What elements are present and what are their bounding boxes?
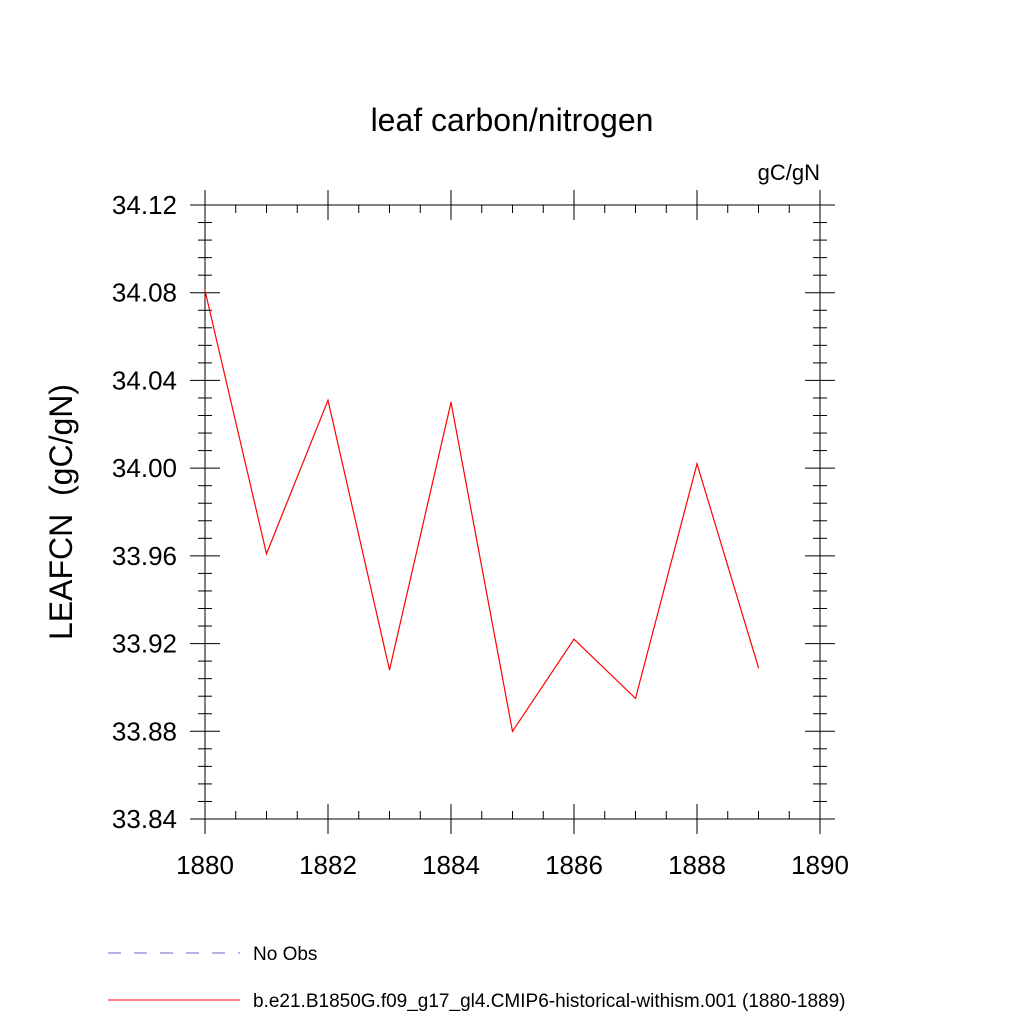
data-point	[696, 463, 698, 465]
data-point	[327, 399, 329, 401]
x-tick-label: 1880	[176, 850, 234, 880]
y-tick-label: 34.12	[112, 190, 177, 220]
y-tick-labels: 33.84 33.88 33.92 33.96 34.00 34.04 34.08 34.12	[112, 190, 177, 834]
x-tick-label: 1882	[299, 850, 357, 880]
y-tick-label: 33.92	[112, 629, 177, 659]
x-tick-label: 1890	[791, 850, 849, 880]
y-tick-label: 33.84	[112, 804, 177, 834]
legend-label-model: b.e21.B1850G.f09_g17_gl4.CMIP6-historica…	[253, 991, 846, 1012]
data-point	[573, 638, 575, 640]
data-point	[265, 553, 268, 555]
series-line	[204, 290, 760, 733]
data-point	[511, 730, 514, 732]
y-axis-label: LEAFCN (gC/gN)	[43, 384, 79, 640]
data-point	[204, 289, 206, 292]
axis-ticks	[190, 190, 835, 834]
data-point	[450, 401, 452, 403]
data-point	[757, 667, 760, 669]
plot-frame	[204, 204, 821, 820]
x-tick-label: 1886	[545, 850, 603, 880]
y-tick-label: 34.08	[112, 278, 177, 308]
series-layer	[204, 289, 760, 733]
y-tick-label: 34.00	[112, 453, 177, 483]
x-tick-label: 1884	[422, 850, 480, 880]
x-tick-labels: 1880 1882 1884 1886 1888 1890	[176, 850, 849, 880]
data-point	[634, 697, 637, 699]
legend-label-no-obs: No Obs	[253, 944, 317, 965]
y-tick-label: 34.04	[112, 365, 177, 395]
y-tick-label: 33.88	[112, 716, 177, 746]
data-point	[388, 669, 391, 671]
x-tick-label: 1888	[668, 850, 726, 880]
units-label: gC/gN	[758, 160, 820, 185]
y-tick-label: 33.96	[112, 541, 177, 571]
legend: No Obs b.e21.B1850G.f09_g17_gl4.CMIP6-hi…	[108, 944, 846, 1012]
chart-title: leaf carbon/nitrogen	[371, 102, 654, 138]
